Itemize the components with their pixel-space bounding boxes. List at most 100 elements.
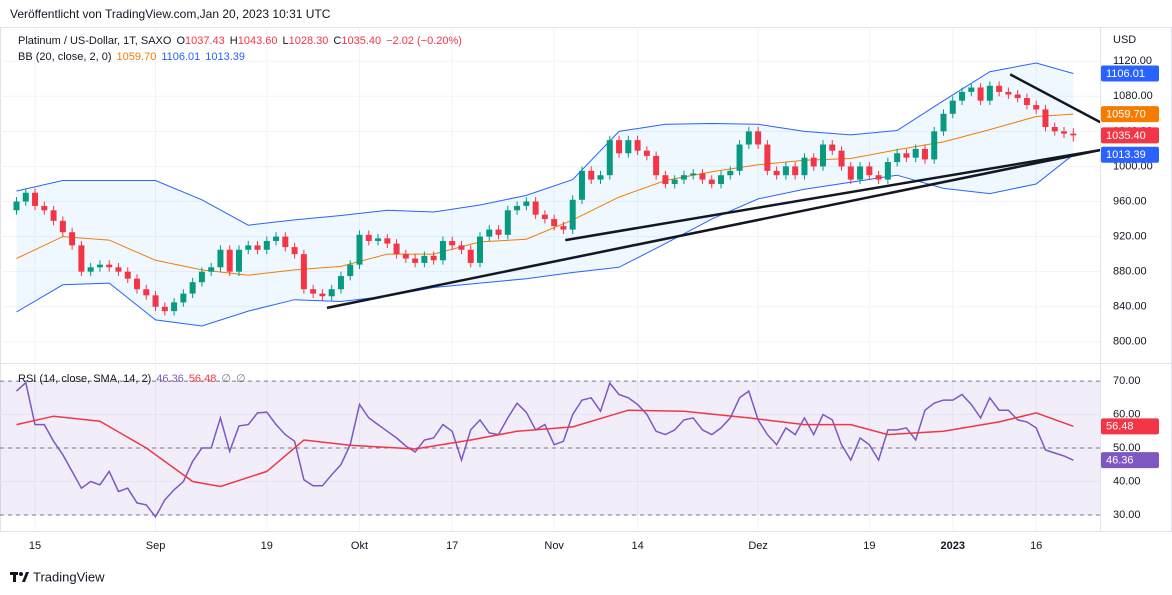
candle-body: [189, 282, 196, 294]
legend-value: 1037.43: [185, 35, 225, 47]
legend-value: 1028.30: [288, 35, 329, 47]
price-tag-bg: [1101, 146, 1159, 163]
rsi-pane: [0, 365, 1100, 530]
candle-body: [50, 210, 57, 221]
candle-body: [402, 254, 409, 259]
candle-body: [180, 293, 187, 303]
candle-body: [282, 236, 289, 248]
x-tick-label: 16: [1030, 540, 1042, 552]
candle-body: [486, 229, 493, 237]
candle-body: [467, 249, 474, 263]
y-tick-label: 30.00: [1113, 509, 1141, 521]
candle-body: [884, 162, 891, 180]
legend-bb-value: 1106.01: [161, 51, 201, 63]
candle-body: [718, 175, 725, 184]
x-tick-label: 19: [261, 540, 273, 552]
candle-body: [551, 219, 558, 227]
candle-body: [569, 199, 576, 230]
candle-body: [755, 131, 762, 145]
candle-body: [662, 175, 669, 184]
candle-body: [245, 245, 252, 250]
rsi-tag: 46.36: [1106, 455, 1134, 467]
candle-body: [310, 289, 317, 294]
price-tag-bg: [1101, 127, 1159, 144]
candle-body: [773, 170, 780, 176]
candle-body: [59, 220, 66, 233]
candle-body: [430, 255, 437, 261]
rsi-line: [15, 381, 1074, 519]
candle-body: [226, 249, 233, 272]
candle-body: [504, 210, 511, 235]
candle-body: [857, 166, 864, 180]
y-tick-label: 1080.00: [1113, 90, 1153, 102]
candle-body: [625, 140, 632, 154]
x-tick-label: Okt: [351, 540, 368, 552]
candle-body: [124, 271, 131, 279]
candle-body: [263, 240, 270, 250]
candle-body: [680, 175, 687, 180]
legend-rsi-name: RSI (14, close, SMA, 14, 2): [18, 373, 152, 385]
price-tag-bg: [1101, 106, 1159, 123]
legend-value: 1035.40: [341, 35, 382, 47]
candle-body: [337, 276, 344, 290]
y-tick-label: 920.00: [1113, 231, 1147, 243]
candle-body: [13, 201, 20, 211]
candle-body: [393, 243, 400, 255]
rsi-tag-bg: [1101, 452, 1159, 469]
candle-body: [727, 170, 734, 176]
trendline: [1009, 73, 1100, 124]
candle-body: [171, 302, 178, 312]
rsi-tag-bg: [1101, 418, 1159, 435]
candle-body: [653, 155, 660, 176]
bb-legend: BB (20, close, 2, 0) 1059.70 1106.01 1013.3…: [18, 51, 250, 63]
legend-change: −2.02 (−0.20%): [386, 35, 462, 47]
price-tag: 1059.70: [1106, 108, 1146, 120]
candle-body: [198, 271, 205, 283]
candle-body: [217, 249, 224, 268]
y-tick-label: 70.00: [1113, 375, 1141, 387]
candle-body: [745, 131, 752, 145]
candle-body: [810, 157, 817, 167]
candle-body: [291, 247, 298, 255]
y-tick-label: 1120.00: [1113, 55, 1152, 67]
candle-body: [152, 295, 159, 307]
candle-body: [829, 144, 836, 151]
y-tick-label: 880.00: [1113, 266, 1147, 278]
candle-body: [421, 255, 428, 263]
candle-body: [708, 179, 715, 184]
band-fill: [16, 62, 1074, 327]
candle-body: [439, 240, 446, 261]
x-tick-label: 17: [446, 540, 458, 552]
candle-body: [235, 249, 242, 272]
candle-body: [115, 267, 122, 272]
candle-body: [1005, 91, 1012, 95]
level-fill: [0, 381, 1100, 515]
tradingview-logo: [10, 572, 29, 582]
legend-rsi-value: 56.48: [188, 373, 217, 385]
candle-body: [894, 153, 901, 163]
candle-body: [365, 234, 372, 241]
candle-body: [347, 264, 354, 277]
candle-body: [560, 226, 567, 230]
trendline: [565, 148, 1100, 242]
x-tick-label: Nov: [544, 540, 564, 552]
candle-body: [968, 87, 975, 92]
candle-body: [801, 157, 808, 176]
candle-body: [643, 150, 650, 156]
candle-body: [959, 91, 966, 101]
x-tick-label: 15: [29, 540, 41, 552]
candle-body: [514, 205, 521, 211]
legend-key: C: [333, 35, 342, 47]
candle-body: [477, 236, 483, 263]
candle-body: [699, 173, 706, 180]
candle-body: [69, 232, 76, 246]
y-tick-label: 40.00: [1113, 475, 1141, 487]
y-tick-label: 840.00: [1113, 301, 1147, 313]
candle-body: [866, 166, 873, 176]
candle-body: [449, 240, 456, 246]
rsi-legend: RSI (14, close, SMA, 14, 2) 46.36 56.48 ∅ ∅: [18, 372, 251, 385]
y-tick-label: 50.00: [1113, 442, 1141, 454]
price-tag: 1106.01: [1106, 68, 1145, 80]
legend-bb-value: 1013.39: [205, 51, 246, 63]
candle-body: [254, 245, 261, 250]
